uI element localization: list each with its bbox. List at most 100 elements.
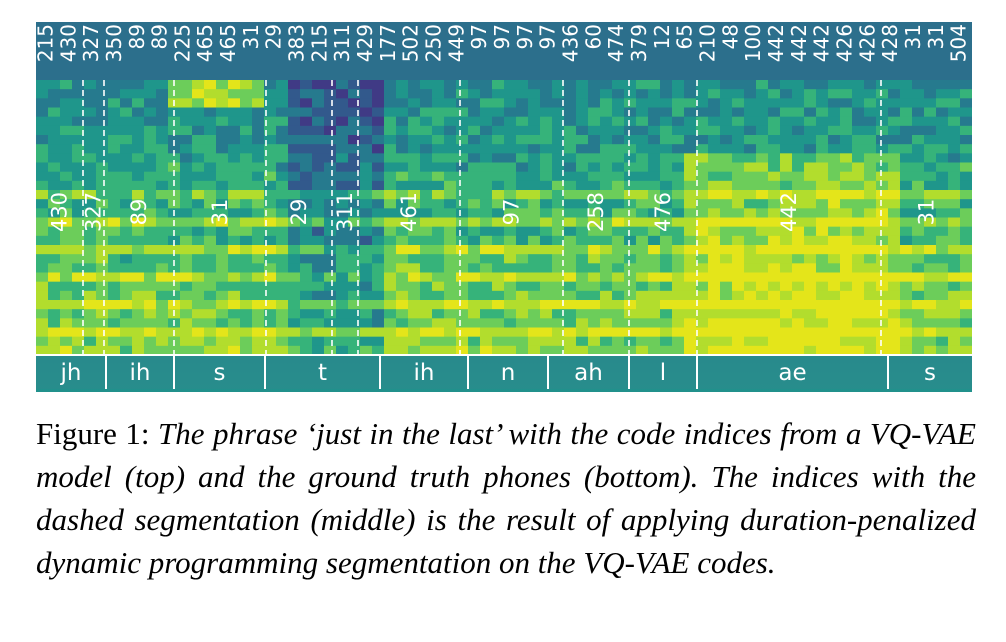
heatmap-cell xyxy=(852,272,865,283)
heatmap-cell xyxy=(216,125,229,136)
heatmap-cell xyxy=(804,116,817,127)
heatmap-cell xyxy=(96,336,109,347)
segment-code-label: 97 xyxy=(500,199,524,226)
heatmap-cell xyxy=(876,89,889,99)
heatmap-cell xyxy=(600,263,613,274)
heatmap-cell xyxy=(588,254,601,264)
heatmap-cell xyxy=(480,180,493,191)
heatmap-cell xyxy=(864,98,877,109)
heatmap-cell xyxy=(408,254,421,264)
heatmap-cell xyxy=(456,281,469,292)
heatmap-cell xyxy=(864,180,877,191)
heatmap-cell xyxy=(600,245,613,255)
heatmap-cell xyxy=(588,125,601,136)
heatmap-cell xyxy=(72,162,85,173)
heatmap-cell xyxy=(96,226,109,237)
heatmap-cell xyxy=(144,254,157,264)
heatmap-cell xyxy=(216,254,229,264)
heatmap-cell xyxy=(288,327,301,338)
heatmap-cell xyxy=(792,98,805,109)
heatmap-cell xyxy=(36,245,49,255)
heatmap-cell xyxy=(204,107,217,118)
heatmap-cell xyxy=(756,144,769,154)
heatmap-cell xyxy=(528,263,541,274)
heatmap-cell xyxy=(792,263,805,274)
heatmap-cell xyxy=(720,327,733,338)
heatmap-cell xyxy=(300,80,313,90)
heatmap-cell xyxy=(384,327,397,338)
heatmap-cell xyxy=(864,107,877,118)
heatmap-cell xyxy=(612,199,625,209)
heatmap-cell xyxy=(444,162,457,173)
heatmap-cell xyxy=(936,116,949,127)
heatmap-cell xyxy=(600,336,613,347)
heatmap-cell xyxy=(564,208,577,219)
heatmap-cell xyxy=(528,272,541,283)
heatmap-cell xyxy=(180,107,193,118)
heatmap-cell xyxy=(348,309,361,319)
heatmap-cell xyxy=(492,336,505,347)
heatmap-cell xyxy=(180,336,193,347)
heatmap-cell xyxy=(252,336,265,347)
heatmap-cell xyxy=(720,125,733,136)
heatmap-cell xyxy=(216,235,229,246)
heatmap-cell xyxy=(420,217,433,228)
heatmap-cell xyxy=(696,254,709,264)
heatmap-cell xyxy=(372,263,385,274)
heatmap-cell xyxy=(600,226,613,237)
heatmap-cell xyxy=(432,300,445,310)
heatmap-cell xyxy=(384,336,397,347)
heatmap-cell xyxy=(48,226,61,237)
top-code-index: 383 xyxy=(285,24,309,62)
heatmap-cell xyxy=(804,318,817,329)
heatmap-cell xyxy=(372,300,385,310)
heatmap-cell xyxy=(444,245,457,255)
heatmap-cell xyxy=(48,116,61,127)
heatmap-cell xyxy=(432,171,445,182)
heatmap-cell xyxy=(564,290,577,301)
heatmap-cell xyxy=(516,80,529,90)
heatmap-cell xyxy=(300,254,313,264)
heatmap-cell xyxy=(216,263,229,274)
heatmap-cell xyxy=(60,327,73,338)
heatmap-cell xyxy=(72,180,85,191)
heatmap-cell xyxy=(852,162,865,173)
heatmap-cell xyxy=(696,208,709,219)
heatmap-cell xyxy=(588,281,601,292)
heatmap-cell xyxy=(708,162,721,173)
heatmap-cell xyxy=(432,263,445,274)
heatmap-cell xyxy=(900,153,913,164)
heatmap-cell xyxy=(648,300,661,310)
top-code-index: 29 xyxy=(262,24,286,49)
heatmap-cell xyxy=(84,80,97,90)
heatmap-cell xyxy=(144,89,157,99)
heatmap-cell xyxy=(960,171,972,182)
heatmap-cell xyxy=(660,245,673,255)
heatmap-cell xyxy=(480,327,493,338)
heatmap-cell xyxy=(36,254,49,264)
heatmap-cell xyxy=(48,89,61,99)
heatmap-cell xyxy=(624,190,637,200)
heatmap-cell xyxy=(924,318,937,329)
heatmap-cell xyxy=(324,300,337,310)
heatmap-cell xyxy=(780,281,793,292)
heatmap-cell xyxy=(336,300,349,310)
heatmap-cell xyxy=(48,162,61,173)
heatmap-cell xyxy=(396,208,409,219)
heatmap-cell xyxy=(96,107,109,118)
heatmap-cell xyxy=(156,98,169,109)
heatmap-cell xyxy=(312,153,325,164)
heatmap-cell xyxy=(660,290,673,301)
heatmap-cell xyxy=(804,199,817,209)
heatmap-cell xyxy=(564,135,577,145)
heatmap-cell xyxy=(108,153,121,164)
heatmap-cell xyxy=(420,336,433,347)
heatmap-cell xyxy=(528,180,541,191)
heatmap-cell xyxy=(900,116,913,127)
heatmap-cell xyxy=(192,272,205,283)
heatmap-cell xyxy=(852,226,865,237)
heatmap-cell xyxy=(456,263,469,274)
heatmap-cell xyxy=(528,254,541,264)
heatmap-cell xyxy=(408,80,421,90)
heatmap-cell xyxy=(732,153,745,164)
